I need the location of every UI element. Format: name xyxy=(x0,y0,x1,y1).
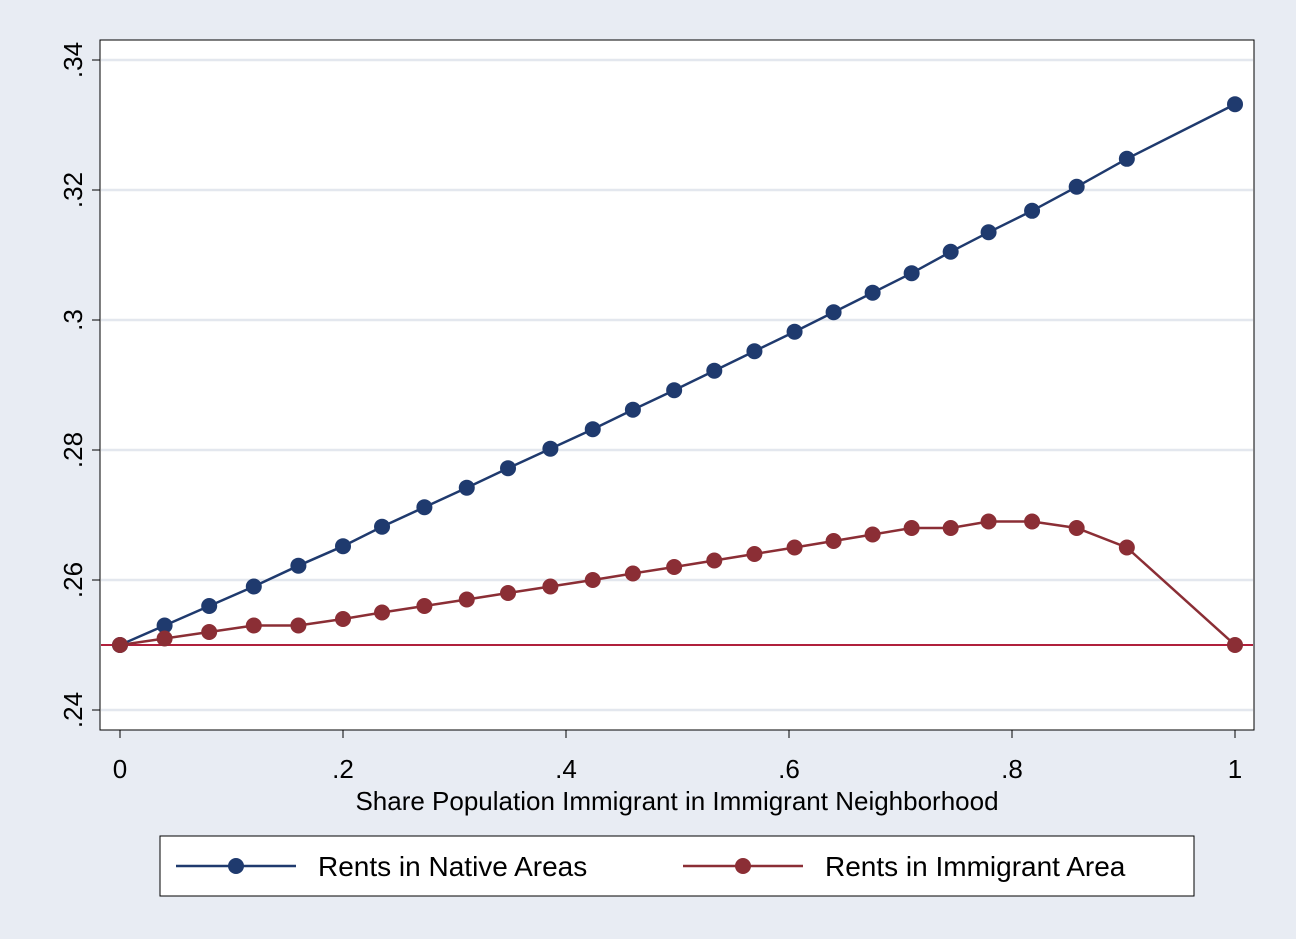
series-1-point-18 xyxy=(865,527,881,543)
legend-marker-0 xyxy=(228,858,244,874)
series-1-point-5 xyxy=(335,611,351,627)
x-tick-label-4: .8 xyxy=(1001,754,1023,784)
series-0-point-24 xyxy=(1119,151,1135,167)
legend-label-0: Rents in Native Areas xyxy=(318,851,587,882)
series-0-point-12 xyxy=(625,402,641,418)
series-1-point-17 xyxy=(826,533,842,549)
series-0-point-10 xyxy=(542,441,558,457)
x-tick-label-3: .6 xyxy=(778,754,800,784)
series-0-point-17 xyxy=(826,304,842,320)
series-1-point-12 xyxy=(625,566,641,582)
series-0-point-19 xyxy=(904,265,920,281)
legend: Rents in Native Areas Rents in Immigrant … xyxy=(160,836,1194,896)
legend-label-1: Rents in Immigrant Area xyxy=(825,851,1126,882)
series-0-point-25 xyxy=(1227,96,1243,112)
series-1-point-10 xyxy=(542,579,558,595)
series-0-point-8 xyxy=(459,480,475,496)
series-1-point-22 xyxy=(1024,514,1040,530)
x-tick-label-5: 1 xyxy=(1228,754,1242,784)
series-0-point-3 xyxy=(246,579,262,595)
series-0-point-2 xyxy=(201,598,217,614)
series-0-point-21 xyxy=(981,224,997,240)
series-0-point-20 xyxy=(943,244,959,260)
series-1-point-1 xyxy=(157,631,173,647)
series-0-point-13 xyxy=(666,382,682,398)
series-1-point-14 xyxy=(706,553,722,569)
y-tick-label-1: .26 xyxy=(58,562,88,598)
series-0-point-5 xyxy=(335,538,351,554)
series-1-point-6 xyxy=(374,605,390,621)
x-tick-label-0: 0 xyxy=(113,754,127,784)
series-0-point-7 xyxy=(416,499,432,515)
x-tick-label-2: .4 xyxy=(555,754,577,784)
series-0-point-15 xyxy=(746,343,762,359)
series-1-point-23 xyxy=(1069,520,1085,536)
series-1-point-24 xyxy=(1119,540,1135,556)
series-1-point-19 xyxy=(904,520,920,536)
legend-marker-1 xyxy=(735,858,751,874)
series-0-point-14 xyxy=(706,363,722,379)
series-0-point-18 xyxy=(865,285,881,301)
y-tick-label-3: .3 xyxy=(58,309,88,331)
y-tick-label-2: .28 xyxy=(58,432,88,468)
series-1-point-25 xyxy=(1227,637,1243,653)
series-1-point-0 xyxy=(112,637,128,653)
y-tick-label-0: .24 xyxy=(58,692,88,728)
y-tick-label-5: .34 xyxy=(58,42,88,78)
series-0-point-11 xyxy=(585,421,601,437)
series-0-point-9 xyxy=(500,460,516,476)
series-0-point-16 xyxy=(787,324,803,340)
series-1-point-13 xyxy=(666,559,682,575)
series-1-point-2 xyxy=(201,624,217,640)
series-0-point-23 xyxy=(1069,179,1085,195)
x-tick-label-1: .2 xyxy=(332,754,354,784)
series-0-point-4 xyxy=(290,558,306,574)
series-1-point-9 xyxy=(500,585,516,601)
series-1-point-21 xyxy=(981,514,997,530)
series-1-point-11 xyxy=(585,572,601,588)
series-1-point-20 xyxy=(943,520,959,536)
series-1-point-3 xyxy=(246,618,262,634)
series-0-point-22 xyxy=(1024,203,1040,219)
series-1-point-4 xyxy=(290,618,306,634)
series-1-point-15 xyxy=(746,546,762,562)
y-tick-label-4: .32 xyxy=(58,172,88,208)
series-1-point-8 xyxy=(459,592,475,608)
series-1-point-16 xyxy=(787,540,803,556)
x-axis-title: Share Population Immigrant in Immigrant … xyxy=(355,786,998,816)
series-1-point-7 xyxy=(416,598,432,614)
series-0-point-6 xyxy=(374,519,390,535)
